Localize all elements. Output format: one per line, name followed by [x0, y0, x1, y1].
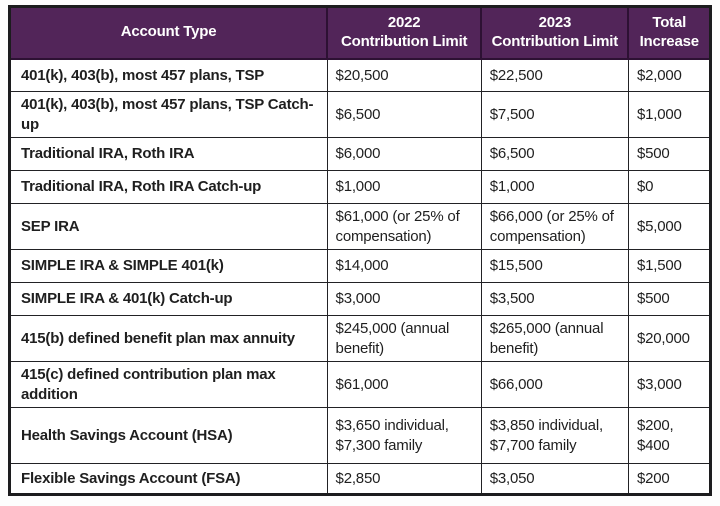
limit-2023-cell: $66,000 (or 25% of compensation)	[480, 203, 629, 250]
increase-cell: $0	[627, 170, 712, 204]
limit-2023-cell: $3,500	[480, 282, 629, 316]
limit-2023-cell: $6,500	[480, 137, 629, 171]
table-row: 401(k), 403(b), most 457 plans, TSP Catc…	[9, 91, 712, 138]
limit-2022-cell: $6,500	[326, 91, 482, 138]
account-type-cell: 415(c) defined contribution plan max add…	[9, 361, 328, 408]
table-row: SIMPLE IRA & SIMPLE 401(k) $14,000 $15,5…	[9, 249, 712, 283]
header-total-line1: Total	[652, 14, 687, 31]
limit-2022-cell: $245,000 (annual benefit)	[326, 315, 482, 362]
limit-2023-cell: $1,000	[480, 170, 629, 204]
header-total-increase: Total Increase	[627, 5, 712, 60]
account-type-cell: Flexible Savings Account (FSA)	[9, 463, 328, 495]
limit-2022-cell: $1,000	[326, 170, 482, 204]
account-type-cell: Health Savings Account (HSA)	[9, 407, 328, 464]
limit-2022-cell: $14,000	[326, 249, 482, 283]
increase-cell: $3,000	[627, 361, 712, 408]
increase-cell: $2,000	[627, 58, 712, 92]
table-row: Health Savings Account (HSA) $3,650 indi…	[9, 407, 712, 464]
account-type-cell: 401(k), 403(b), most 457 plans, TSP Catc…	[9, 91, 328, 138]
header-2023-line1: 2023	[538, 14, 572, 31]
header-2023-line2: Contribution Limit	[491, 32, 619, 50]
header-account-type: Account Type	[8, 5, 329, 60]
contribution-limits-table: Account Type 2022 Contribution Limit 202…	[8, 5, 712, 496]
table-row: SEP IRA $61,000 (or 25% of compensation)…	[9, 203, 712, 250]
limit-2022-cell: $3,000	[326, 282, 482, 316]
account-type-cell: 415(b) defined benefit plan max annuity	[9, 315, 328, 362]
header-2023-contribution-limit: 2023 Contribution Limit	[480, 5, 630, 60]
account-type-cell: SIMPLE IRA & 401(k) Catch-up	[9, 282, 328, 316]
limit-2023-cell: $265,000 (annual benefit)	[480, 315, 629, 362]
account-type-cell: SIMPLE IRA & SIMPLE 401(k)	[9, 249, 328, 283]
increase-cell: $200	[627, 463, 712, 495]
limit-2022-cell: $3,650 individual, $7,300 family	[326, 407, 482, 464]
table-row: Flexible Savings Account (FSA) $2,850 $3…	[9, 463, 712, 495]
header-row: Account Type 2022 Contribution Limit 202…	[8, 5, 712, 60]
increase-cell: $500	[627, 282, 712, 316]
limit-2023-cell: $3,050	[480, 463, 629, 495]
table-row: 415(b) defined benefit plan max annuity …	[9, 315, 712, 362]
increase-cell: $500	[627, 137, 712, 171]
increase-cell: $20,000	[627, 315, 712, 362]
header-account-type-label: Account Type	[120, 23, 217, 41]
header-2022-line2: Contribution Limit	[340, 32, 468, 50]
increase-cell: $1,500	[627, 249, 712, 283]
limit-2022-cell: $6,000	[326, 137, 482, 171]
account-type-cell: Traditional IRA, Roth IRA Catch-up	[9, 170, 328, 204]
limit-2023-cell: $66,000	[480, 361, 629, 408]
account-type-cell: SEP IRA	[9, 203, 328, 250]
header-2022-contribution-limit: 2022 Contribution Limit	[326, 5, 483, 60]
limit-2023-cell: $22,500	[480, 58, 629, 92]
limit-2022-cell: $61,000 (or 25% of compensation)	[326, 203, 482, 250]
table-row: 415(c) defined contribution plan max add…	[9, 361, 712, 408]
limit-2023-cell: $7,500	[480, 91, 629, 138]
account-type-cell: 401(k), 403(b), most 457 plans, TSP	[9, 58, 328, 92]
increase-cell: $5,000	[627, 203, 712, 250]
account-type-cell: Traditional IRA, Roth IRA	[9, 137, 328, 171]
limit-2023-cell: $3,850 individual, $7,700 family	[480, 407, 629, 464]
increase-cell: $200, $400	[627, 407, 712, 464]
header-2022-line1: 2022	[387, 14, 421, 31]
table-row: Traditional IRA, Roth IRA Catch-up $1,00…	[9, 170, 712, 204]
table-row: 401(k), 403(b), most 457 plans, TSP $20,…	[9, 58, 712, 92]
table-row: Traditional IRA, Roth IRA $6,000 $6,500 …	[9, 137, 712, 171]
increase-cell: $1,000	[627, 91, 712, 138]
limit-2022-cell: $61,000	[326, 361, 482, 408]
limit-2022-cell: $2,850	[326, 463, 482, 495]
header-total-line2: Increase	[639, 32, 699, 50]
limit-2023-cell: $15,500	[480, 249, 629, 283]
limit-2022-cell: $20,500	[326, 58, 482, 92]
table-row: SIMPLE IRA & 401(k) Catch-up $3,000 $3,5…	[9, 282, 712, 316]
